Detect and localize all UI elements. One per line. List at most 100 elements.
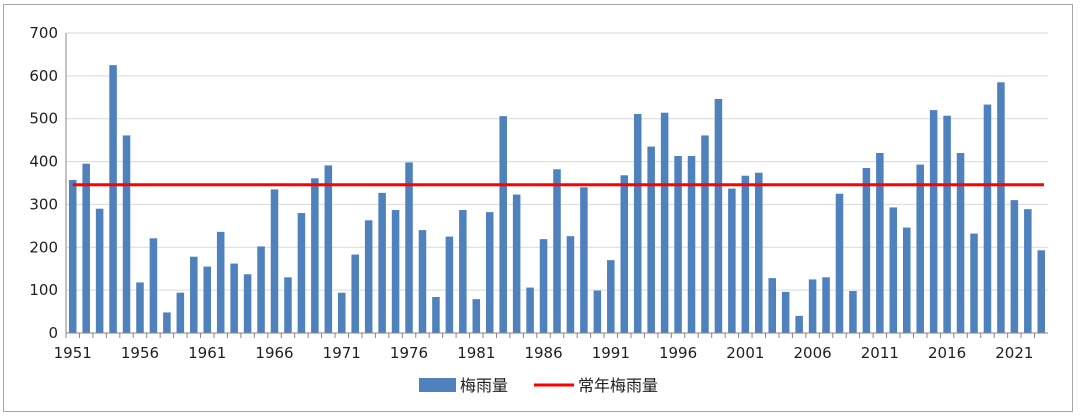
bar-1974 [378,192,386,333]
bar-1985 [526,287,534,333]
bar-2022 [1024,209,1032,333]
bar-1988 [566,236,575,333]
x-tick-label: 1971 [323,344,361,362]
bar-1964 [243,274,252,333]
bar-1984 [512,194,521,333]
bar-2003 [768,278,776,333]
bar-1969 [311,178,319,333]
x-tick-label: 2021 [995,344,1033,362]
bar-1994 [647,146,655,333]
bar-1959 [176,292,185,333]
x-tick-label: 1961 [188,344,226,362]
bar-1971 [338,292,346,333]
x-tick-label: 1986 [524,344,562,362]
x-tick-label: 1996 [659,344,697,362]
bar-1955 [122,135,131,333]
bar-1997 [687,156,696,333]
bar-2023 [1037,250,1046,333]
bar-1998 [701,135,709,333]
bar-2001 [741,175,750,333]
bar-1978 [432,297,440,333]
bar-2009 [849,291,857,333]
bar-2017 [956,153,965,333]
bar-1979 [445,236,454,333]
bar-1965 [257,246,265,333]
x-tick-label: 1956 [121,344,159,362]
y-tick-label: 100 [29,281,58,299]
bar-2012 [889,207,898,333]
legend-swatch-rainfall [419,378,456,392]
bar-2013 [902,227,911,333]
rainfall-chart: 0 100 200 300 400 500 600 700 1951 1956 1961 1966 19… [29,24,1048,395]
bar-1981 [472,299,481,333]
bar-1960 [190,256,198,333]
y-tick-label: 500 [29,110,58,128]
bar-1958 [163,312,171,333]
bar-1967 [284,277,292,333]
bar-1975 [391,210,400,333]
bar-1973 [364,220,373,333]
x-tick-label: 2016 [928,344,966,362]
y-tick-label: 0 [48,324,58,342]
legend-label-rainfall: 梅雨量 [460,376,508,395]
x-tick-label: 1981 [457,344,495,362]
legend-label-normal: 常年梅雨量 [578,376,658,395]
bar-1970 [324,165,333,333]
axis-layer: 0 100 200 300 400 500 600 700 1951 1956 1961 1966 19… [29,24,1048,362]
bar-2015 [929,110,938,334]
bar-1983 [499,116,507,334]
bar-2021 [1010,200,1019,333]
bar-2010 [862,168,871,333]
x-tick-label: 2001 [726,344,764,362]
bar-1982 [485,212,494,333]
bar-1996 [674,156,682,333]
bar-2005 [795,315,803,333]
bar-1963 [230,263,238,333]
bar-1952 [82,163,90,333]
bar-2004 [781,291,790,333]
bar-1962 [216,231,225,333]
chart-frame: 0 100 200 300 400 500 600 700 1951 1956 1961 1966 19… [3,4,1073,412]
bar-1953 [95,208,104,333]
bar-1954 [109,65,117,333]
x-tick-label: 2006 [793,344,831,362]
bar-1991 [607,260,615,333]
bar-2020 [997,82,1005,334]
bar-2007 [822,277,830,333]
x-tick-label: 1991 [592,344,630,362]
y-tick-label: 400 [29,153,58,171]
bar-1951 [68,180,77,333]
y-tick-label: 200 [29,238,58,256]
bar-1990 [593,290,602,333]
legend: 梅雨量 常年梅雨量 [419,376,658,395]
x-tick-label: 1951 [54,344,92,362]
bar-2014 [916,164,924,333]
bar-1966 [270,189,279,333]
bar-1987 [553,169,561,333]
bar-1956 [136,282,144,333]
bar-1986 [539,239,548,333]
bar-1993 [633,114,642,333]
bar-1995 [660,112,669,333]
bar-1977 [418,230,427,333]
x-tick-label: 2011 [861,344,899,362]
y-tick-label: 700 [29,24,58,42]
bar-1968 [297,213,306,333]
bar-2011 [876,153,884,333]
y-tick-label: 600 [29,67,58,85]
bar-1957 [149,238,158,333]
bar-1992 [620,175,629,333]
bar-1961 [203,266,212,333]
bar-1980 [459,210,467,333]
bar-2008 [835,193,844,333]
bar-2006 [808,279,817,333]
bar-2019 [983,104,992,333]
x-tick-label: 1966 [255,344,293,362]
bar-layer [68,65,1046,334]
bar-2002 [755,172,763,333]
bar-1976 [405,162,413,333]
bar-2016 [943,115,951,333]
x-tick-label: 1976 [390,344,428,362]
bar-1999 [714,99,723,333]
bar-1972 [351,254,359,333]
